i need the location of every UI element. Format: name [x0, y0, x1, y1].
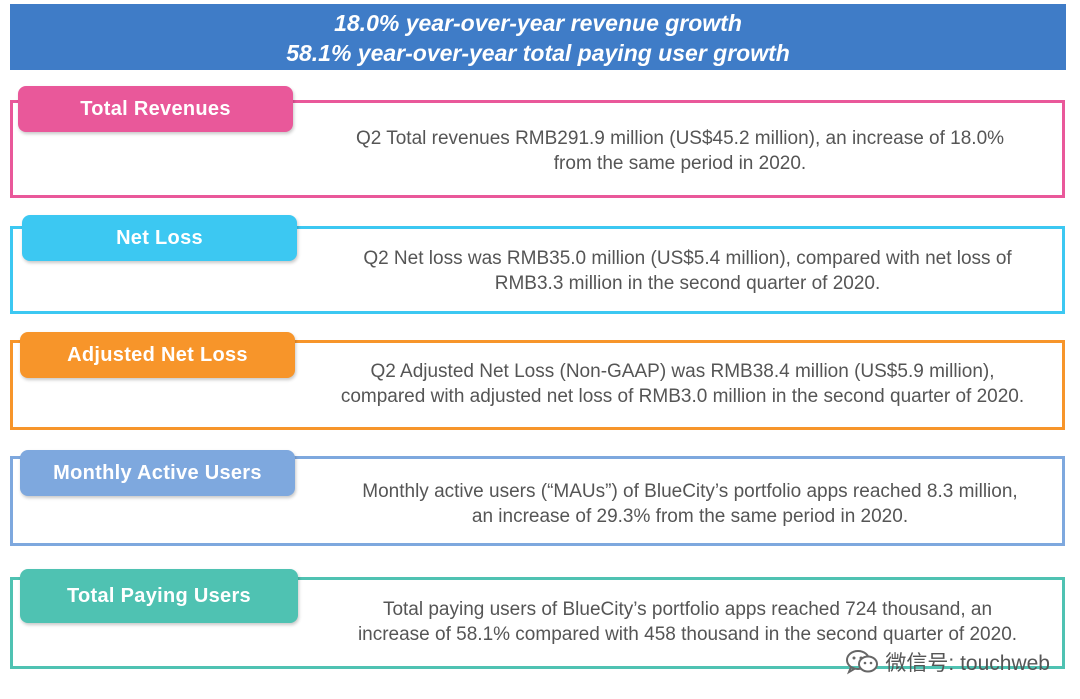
- desc-net-loss: Q2 Net loss was RMB35.0 million (US$5.4 …: [300, 246, 1075, 296]
- desc-monthly-active-users: Monthly active users (“MAUs”) of BlueCit…: [300, 479, 1080, 529]
- label-monthly-active-users: Monthly Active Users: [20, 450, 295, 496]
- watermark-text: 微信号: touchweb: [885, 652, 1050, 675]
- banner-line-revenue-growth: 18.0% year-over-year revenue growth: [334, 10, 742, 36]
- desc-adjusted-net-loss: Q2 Adjusted Net Loss (Non-GAAP) was RMB3…: [300, 359, 1065, 409]
- desc-net-loss-line1: Q2 Net loss was RMB35.0 million (US$5.4 …: [363, 248, 1012, 269]
- wechat-icon: [845, 649, 879, 675]
- desc-monthly-active-users-line1: Monthly active users (“MAUs”) of BlueCit…: [362, 481, 1018, 502]
- desc-total-revenues-line2: from the same period in 2020.: [553, 153, 807, 174]
- desc-total-revenues-line1: Q2 Total revenues RMB291.9 million (US$4…: [355, 128, 1005, 149]
- label-total-paying-users: Total Paying Users: [20, 569, 298, 623]
- desc-monthly-active-users-line2: an increase of 29.3% from the same perio…: [471, 506, 909, 527]
- desc-total-paying-users-line2: increase of 58.1% compared with 458 thou…: [357, 624, 1018, 645]
- desc-net-loss-line2: RMB3.3 million in the second quarter of …: [494, 273, 881, 294]
- banner-line-paying-user-growth: 58.1% year-over-year total paying user g…: [286, 40, 790, 66]
- wechat-watermark: 微信号: touchweb: [845, 647, 1050, 677]
- label-net-loss: Net Loss: [22, 215, 297, 261]
- label-total-revenues: Total Revenues: [18, 86, 293, 132]
- desc-adjusted-net-loss-line2: compared with adjusted net loss of RMB3.…: [340, 386, 1025, 407]
- desc-total-revenues: Q2 Total revenues RMB291.9 million (US$4…: [300, 126, 1060, 176]
- desc-adjusted-net-loss-line1: Q2 Adjusted Net Loss (Non-GAAP) was RMB3…: [370, 361, 995, 382]
- label-adjusted-net-loss: Adjusted Net Loss: [20, 332, 295, 378]
- header-banner: 18.0% year-over-year revenue growth 58.1…: [10, 4, 1066, 70]
- desc-total-paying-users-line1: Total paying users of BlueCity’s portfol…: [382, 599, 993, 620]
- desc-total-paying-users: Total paying users of BlueCity’s portfol…: [300, 597, 1075, 647]
